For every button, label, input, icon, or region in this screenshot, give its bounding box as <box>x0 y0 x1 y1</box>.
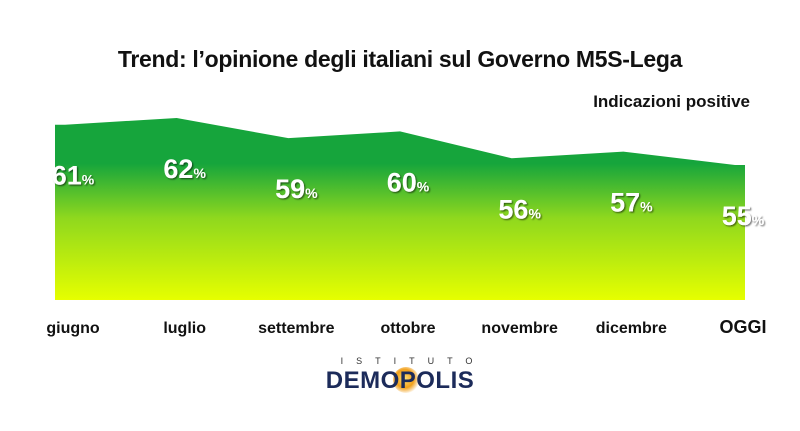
category-label: giugno <box>46 320 100 337</box>
logo-sun-icon <box>393 367 419 393</box>
value-label: 62% <box>163 154 206 184</box>
value-label: 56% <box>498 194 541 224</box>
value-label: 57% <box>610 188 653 218</box>
category-label: novembre <box>481 320 558 337</box>
value-label: 61% <box>52 161 95 191</box>
value-label: 59% <box>275 174 318 204</box>
category-label: settembre <box>258 320 335 337</box>
logo-name: DEMOPOLIS <box>325 367 475 394</box>
category-label: ottobre <box>380 320 435 337</box>
category-label: OGGI <box>719 317 766 337</box>
category-label: luglio <box>163 320 206 337</box>
demopolis-logo: ISTITUTO DEMOPOLIS <box>0 355 800 405</box>
value-label: 55% <box>722 201 765 231</box>
value-label: 60% <box>387 167 430 197</box>
area-fill <box>55 118 745 300</box>
logo-subtitle: ISTITUTO <box>340 356 486 366</box>
chart-title: Trend: l’opinione degli italiani sul Gov… <box>117 46 683 72</box>
chart-subtitle: Indicazioni positive <box>593 92 750 111</box>
category-label: dicembre <box>596 320 667 337</box>
